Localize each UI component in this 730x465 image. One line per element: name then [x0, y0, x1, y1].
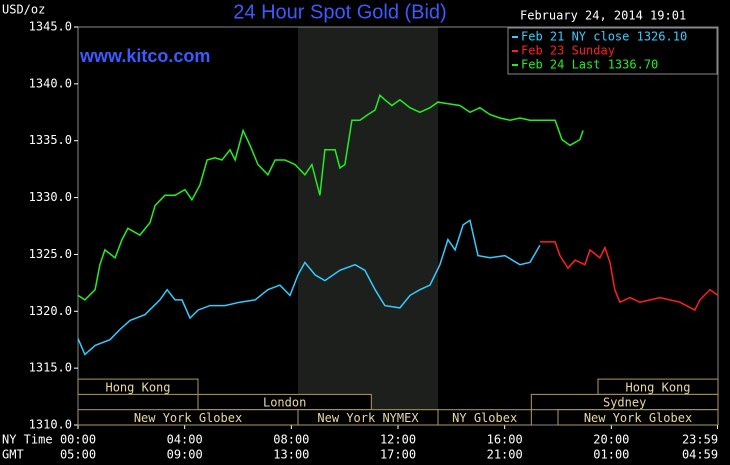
- y-tick-label: 1310.0: [29, 418, 72, 432]
- series-line: [77, 93, 584, 301]
- session-label: Hong Kong: [105, 380, 170, 394]
- gmt-tick-label: 17:00: [380, 448, 416, 462]
- x-row-label: NY Time: [2, 433, 53, 447]
- timestamp: February 24, 2014 19:01: [520, 9, 686, 23]
- session-label: New York NYMEX: [317, 411, 419, 425]
- session-box: [77, 378, 199, 395]
- legend-label: Feb 24 Last 1336.70: [521, 58, 658, 72]
- series-line: [539, 241, 719, 312]
- y-axis-label: USD/oz: [2, 3, 45, 17]
- x-tick-label: 08:00: [273, 433, 309, 447]
- session-label: New York Globex: [584, 411, 692, 425]
- y-tick-label: 1345.0: [29, 20, 72, 34]
- gmt-tick-label: 05:00: [60, 448, 96, 462]
- session-box: [437, 409, 532, 426]
- session-label: Sydney: [603, 396, 646, 410]
- legend-label: Feb 23 Sunday: [521, 44, 615, 58]
- y-tick-label: 1335.0: [29, 133, 72, 147]
- y-tick-label: 1340.0: [29, 76, 72, 90]
- gmt-tick-label: 01:00: [593, 448, 629, 462]
- legend-label: Feb 21 NY close 1326.10: [521, 30, 687, 44]
- source: www.kitco.com: [79, 46, 210, 66]
- y-tick-label: 1325.0: [29, 247, 72, 261]
- legend-box: [507, 27, 718, 75]
- series-line: [77, 219, 541, 356]
- x-tick-label: 16:00: [487, 433, 523, 447]
- session-shade: [298, 27, 438, 425]
- x-tick-label: 23:59: [682, 433, 718, 447]
- y-tick-label: 1320.0: [29, 304, 72, 318]
- session-box: [557, 409, 719, 426]
- chart-title: 24 Hour Spot Gold (Bid): [233, 1, 446, 23]
- x-tick-label: 12:00: [380, 433, 416, 447]
- x-row-label: GMT: [2, 448, 24, 462]
- session-label: New York Globex: [134, 411, 242, 425]
- session-label: London: [263, 396, 306, 410]
- x-tick-label: 20:00: [593, 433, 629, 447]
- gmt-tick-label: 04:59: [682, 448, 718, 462]
- y-tick-label: 1330.0: [29, 190, 72, 204]
- gmt-tick-label: 13:00: [273, 448, 309, 462]
- y-tick-label: 1315.0: [29, 361, 72, 375]
- gmt-tick-label: 09:00: [167, 448, 203, 462]
- session-label: NY Globex: [452, 411, 517, 425]
- gmt-tick-label: 21:00: [487, 448, 523, 462]
- session-label: Hong Kong: [625, 380, 690, 394]
- x-tick-label: 04:00: [167, 433, 203, 447]
- x-tick-label: 00:00: [60, 433, 96, 447]
